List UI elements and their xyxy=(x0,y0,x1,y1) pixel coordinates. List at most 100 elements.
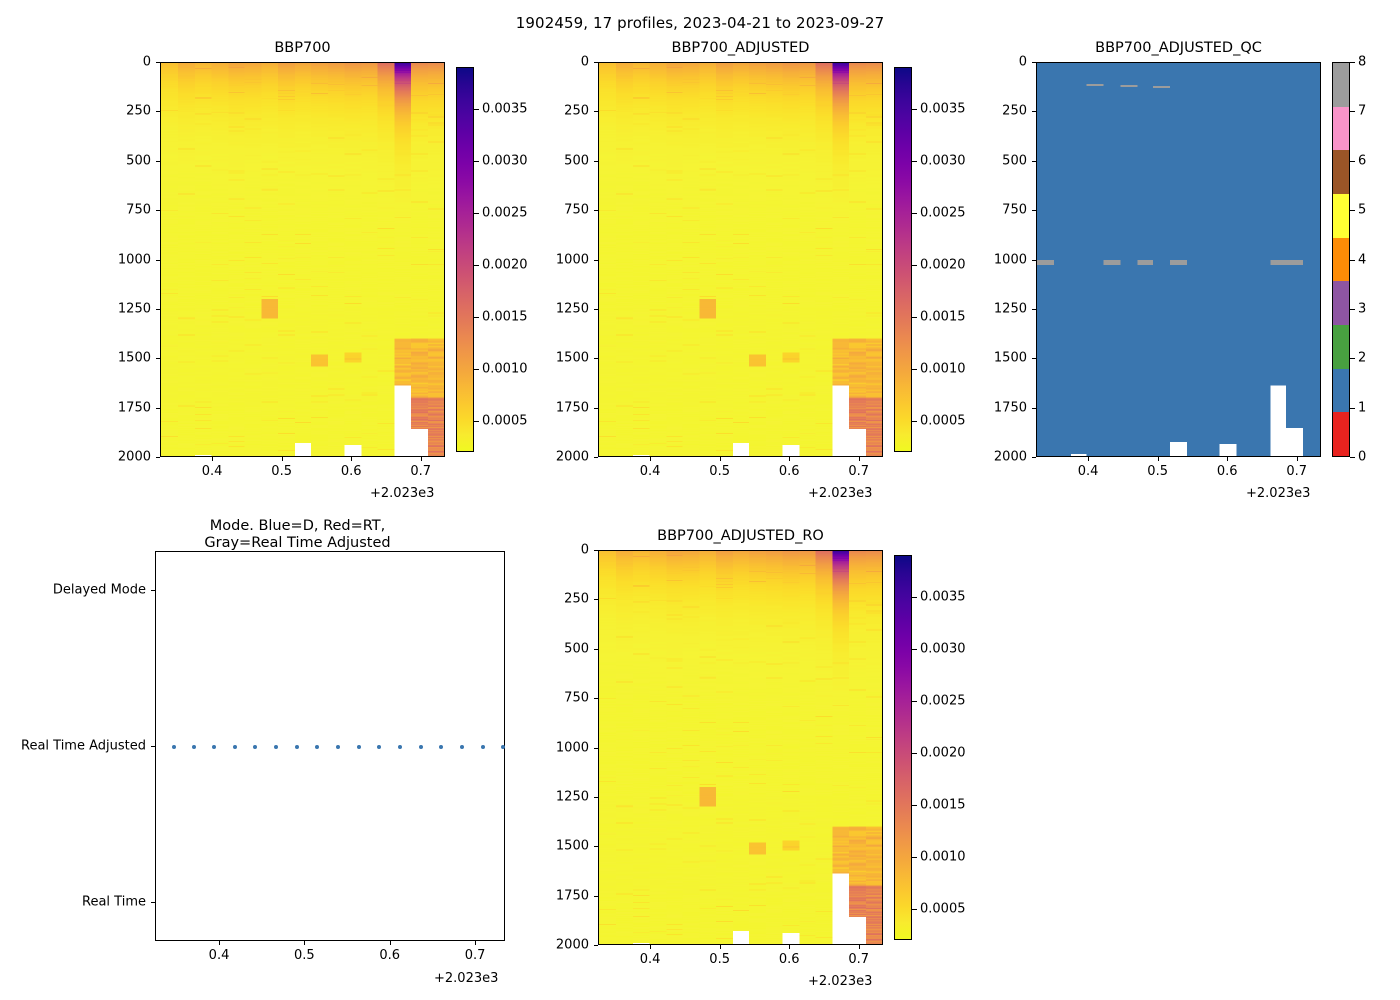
x-tick-label: 0.6 xyxy=(778,464,800,479)
y-tick-label: 750 xyxy=(1002,202,1027,218)
colorbar-tick-mark xyxy=(474,160,479,162)
colorbar-tick-label: 0.0010 xyxy=(920,361,966,377)
axes-bbp700-adjusted-qc xyxy=(1036,62,1321,457)
qc-colorbar-segment-7 xyxy=(1333,106,1349,151)
colorbar-tick-mark xyxy=(474,420,479,422)
x-tick-mark xyxy=(212,457,214,461)
y-tick-mark xyxy=(1032,111,1036,113)
x-tick-label: 0.6 xyxy=(1216,464,1238,479)
y-tick-mark xyxy=(156,358,160,360)
axes-mode xyxy=(155,551,505,941)
colorbar-tick-mark xyxy=(1350,62,1355,64)
y-tick-mark xyxy=(156,308,160,310)
y-tick-label: 1000 xyxy=(993,252,1027,267)
y-tick-mark xyxy=(156,457,160,459)
axes-bbp700-adjusted xyxy=(598,62,883,457)
x-tick-label: 0.4 xyxy=(201,464,223,479)
axes-bbp700-adjusted-ro xyxy=(598,550,883,945)
colorbar-tick-label: 6 xyxy=(1358,153,1367,169)
y-tick-label: 500 xyxy=(564,641,589,657)
x-tick-label: 0.5 xyxy=(271,464,292,479)
y-tick-label: 1500 xyxy=(555,350,589,366)
y-tick-label: 2000 xyxy=(993,449,1027,465)
y-tick-mark xyxy=(594,698,598,700)
y-tick-label: Delayed Mode xyxy=(52,582,146,598)
y-tick-mark xyxy=(594,796,598,798)
colorbar-tick-mark xyxy=(912,856,917,858)
y-tick-mark xyxy=(151,902,155,904)
colorbar-tick-label: 2 xyxy=(1358,350,1367,366)
x-tick-mark xyxy=(789,457,791,461)
x-offset-text-bbp700: +2.023e3 xyxy=(370,486,435,501)
mode-point-7 xyxy=(315,745,320,749)
y-tick-label: 500 xyxy=(564,153,589,169)
qc-colorbar-segment-3 xyxy=(1333,281,1349,326)
y-tick-label: 2000 xyxy=(555,449,589,465)
colorbar-tick-mark xyxy=(912,368,917,370)
qc-colorbar-segment-2 xyxy=(1333,325,1349,369)
colorbar-tick-mark xyxy=(912,700,917,702)
qc-colorbar-segment-6 xyxy=(1333,150,1349,195)
colorbar-tick-mark xyxy=(912,648,917,650)
x-tick-mark xyxy=(420,457,422,461)
colorbar-tick-label: 0.0025 xyxy=(920,205,966,221)
colorbar-tick-label: 5 xyxy=(1358,202,1367,218)
colorbar-tick-label: 0.0005 xyxy=(920,413,966,429)
y-tick-mark xyxy=(1032,62,1036,64)
colorbar-tick-mark xyxy=(912,752,917,754)
colorbar-tick-mark xyxy=(474,368,479,370)
axes-bbp700 xyxy=(160,62,445,457)
colorbar-bbp700 xyxy=(456,67,474,452)
x-tick-label: 0.6 xyxy=(379,948,401,963)
x-tick-label: 0.5 xyxy=(294,948,315,963)
y-tick-label: 1000 xyxy=(117,252,151,267)
qc-colorbar-segment-5 xyxy=(1333,194,1349,238)
colorbar-tick-label: 0.0030 xyxy=(482,153,528,169)
mode-point-8 xyxy=(335,745,340,749)
x-tick-label: 0.4 xyxy=(208,948,230,963)
x-tick-label: 0.7 xyxy=(848,952,869,967)
colorbar-bbp700-adjusted-ro xyxy=(894,555,912,940)
panel-title-bbp700-adjusted-ro: BBP700_ADJUSTED_RO xyxy=(657,528,824,544)
y-tick-mark xyxy=(1032,358,1036,360)
x-tick-mark xyxy=(650,457,652,461)
colorbar-tick-mark xyxy=(912,596,917,598)
x-tick-mark xyxy=(281,457,283,461)
y-tick-mark xyxy=(156,210,160,212)
y-tick-mark xyxy=(1032,308,1036,310)
x-tick-label: 0.4 xyxy=(639,464,661,479)
y-tick-mark xyxy=(1032,160,1036,162)
x-tick-mark xyxy=(1296,457,1298,461)
heatmap-bbp700 xyxy=(161,63,444,456)
colorbar-tick-mark xyxy=(474,212,479,214)
y-tick-mark xyxy=(156,407,160,409)
y-tick-label: 0 xyxy=(580,542,589,558)
qc-colorbar-segment-1 xyxy=(1333,368,1349,413)
y-tick-mark xyxy=(1032,407,1036,409)
y-tick-mark xyxy=(594,259,598,261)
y-tick-label: 500 xyxy=(126,153,151,169)
y-tick-label: 1500 xyxy=(993,350,1027,366)
mode-scatter-points xyxy=(156,552,505,940)
y-tick-label: 750 xyxy=(564,202,589,218)
y-tick-mark xyxy=(594,210,598,212)
mode-point-3 xyxy=(232,745,237,749)
colorbar-tick-label: 3 xyxy=(1358,301,1367,317)
panel-title-bbp700-adjusted-qc: BBP700_ADJUSTED_QC xyxy=(1095,40,1262,56)
colorbar-tick-label: 0.0035 xyxy=(920,589,966,605)
colorbar-tick-mark xyxy=(1350,308,1355,310)
colorbar-bbp700-adjusted-qc xyxy=(1332,62,1350,457)
colorbar-tick-label: 0 xyxy=(1358,449,1367,465)
y-tick-label: 1750 xyxy=(117,400,151,416)
colorbar-tick-mark xyxy=(474,316,479,318)
y-tick-mark xyxy=(594,358,598,360)
x-tick-mark xyxy=(219,941,221,945)
colorbar-tick-mark xyxy=(474,264,479,266)
mode-point-9 xyxy=(356,745,361,749)
x-tick-label: 0.7 xyxy=(464,948,486,963)
y-tick-mark xyxy=(594,308,598,310)
mode-point-0 xyxy=(171,745,176,749)
y-tick-mark xyxy=(594,457,598,459)
x-tick-label: 0.6 xyxy=(778,952,800,967)
colorbar-tick-label: 4 xyxy=(1358,252,1367,267)
